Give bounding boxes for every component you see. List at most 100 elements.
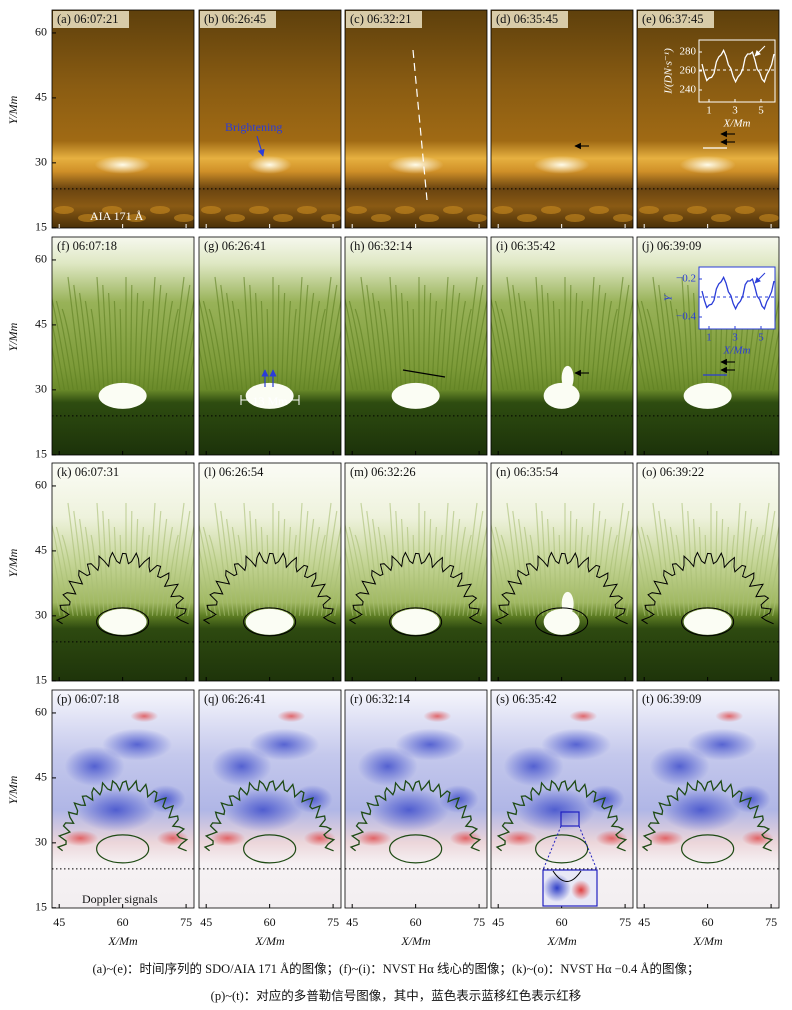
fibril [325, 523, 341, 616]
caption-line: (a)~(e)：时间序列的 SDO/AIA 171 Å的图像；(f)~(i)：N… [93, 961, 700, 976]
panel-image [199, 690, 341, 908]
panel-image [637, 463, 779, 681]
fibril [255, 518, 261, 616]
panel: (p) 06:07:18 [51, 689, 195, 909]
panel-label: (r) 06:32:14 [350, 692, 411, 706]
fibril [494, 526, 513, 616]
panel: (b) 06:26:45 [198, 9, 342, 229]
fibril [199, 544, 212, 616]
panel-bg [199, 10, 341, 228]
fibril [763, 523, 779, 616]
fibril [637, 544, 650, 616]
fibril [156, 518, 168, 616]
blob [467, 214, 487, 222]
panel-bg [345, 237, 487, 455]
y-tick-label: 15 [35, 673, 47, 687]
fibril [547, 518, 553, 616]
contour-arch [96, 834, 150, 864]
blob [493, 206, 513, 214]
arch [391, 608, 440, 635]
blob [54, 206, 74, 214]
panel: (o) 06:39:22 [636, 462, 780, 682]
blob [735, 206, 755, 214]
fibril [55, 300, 74, 390]
fibril [208, 308, 226, 390]
doppler-blob [62, 830, 99, 847]
arch [683, 382, 732, 409]
fibril [577, 300, 583, 390]
y-tick-label: 45 [35, 770, 47, 784]
fibril [444, 284, 455, 390]
y-tick-label: 60 [35, 252, 47, 266]
fibril [143, 308, 150, 390]
fibril [621, 554, 633, 616]
inset-x-tick: 1 [706, 105, 712, 117]
fibril [462, 276, 478, 390]
doppler-blob [503, 746, 564, 787]
fibril [552, 526, 557, 616]
contour [56, 779, 189, 852]
fibril [266, 308, 270, 390]
blob [517, 214, 537, 222]
fibril [458, 308, 472, 390]
fibril [129, 510, 133, 616]
panel-bg [52, 237, 194, 455]
contour [55, 551, 189, 625]
fibril [108, 292, 114, 390]
contour-arch [389, 834, 443, 864]
fibril [480, 579, 487, 616]
panel: (i) 06:35:42 [490, 236, 634, 456]
fibril [719, 518, 724, 616]
fibril [276, 510, 280, 616]
fibril [325, 297, 341, 390]
panel: (a) 06:07:21 [51, 9, 195, 229]
fibril [582, 534, 589, 616]
fibril [599, 300, 612, 390]
annotation-doppler: Doppler signals [82, 892, 158, 906]
fibril [348, 526, 367, 616]
fibril [491, 318, 504, 390]
width-bracket [240, 395, 300, 405]
inset-frame [698, 266, 776, 330]
contour [348, 551, 482, 625]
fibril [723, 526, 729, 616]
x-tick-label: 60 [410, 915, 422, 929]
fibril [147, 502, 156, 616]
inset-x-label: X/Mm [723, 118, 751, 130]
bright-core [387, 155, 444, 174]
fibril [449, 292, 461, 390]
fibril [745, 526, 758, 616]
fibril [249, 284, 256, 390]
panel-label: (o) 06:39:22 [642, 465, 704, 479]
fibril [646, 308, 664, 390]
label-bg [200, 11, 276, 28]
x-tick-label: 45 [346, 915, 358, 929]
panel-label: (b) 06:26:45 [204, 12, 266, 26]
panel-image [52, 690, 194, 908]
fibril [294, 502, 303, 616]
contour [641, 779, 774, 852]
fibril [704, 534, 708, 616]
blob [395, 206, 415, 214]
fibril [377, 300, 389, 390]
x-tick-label: 75 [473, 915, 485, 929]
arch [98, 608, 147, 635]
fibril [320, 284, 338, 390]
fibril [577, 526, 583, 616]
fibril [658, 510, 672, 616]
panel-bg [52, 463, 194, 681]
blob [249, 206, 269, 214]
fibril [113, 526, 118, 616]
doppler-blob [277, 710, 306, 723]
panel-label: (k) 06:07:31 [57, 465, 119, 479]
fibril [573, 518, 578, 616]
fibril [395, 284, 402, 390]
x-axis-label: X/Mm [107, 934, 138, 948]
contour [640, 551, 774, 625]
zoom-box [560, 811, 580, 827]
fibril [231, 526, 243, 616]
panel-image [491, 237, 633, 455]
x-axis-label: X/Mm [254, 934, 285, 948]
contour [349, 779, 482, 852]
y-tick-label: 45 [35, 543, 47, 557]
